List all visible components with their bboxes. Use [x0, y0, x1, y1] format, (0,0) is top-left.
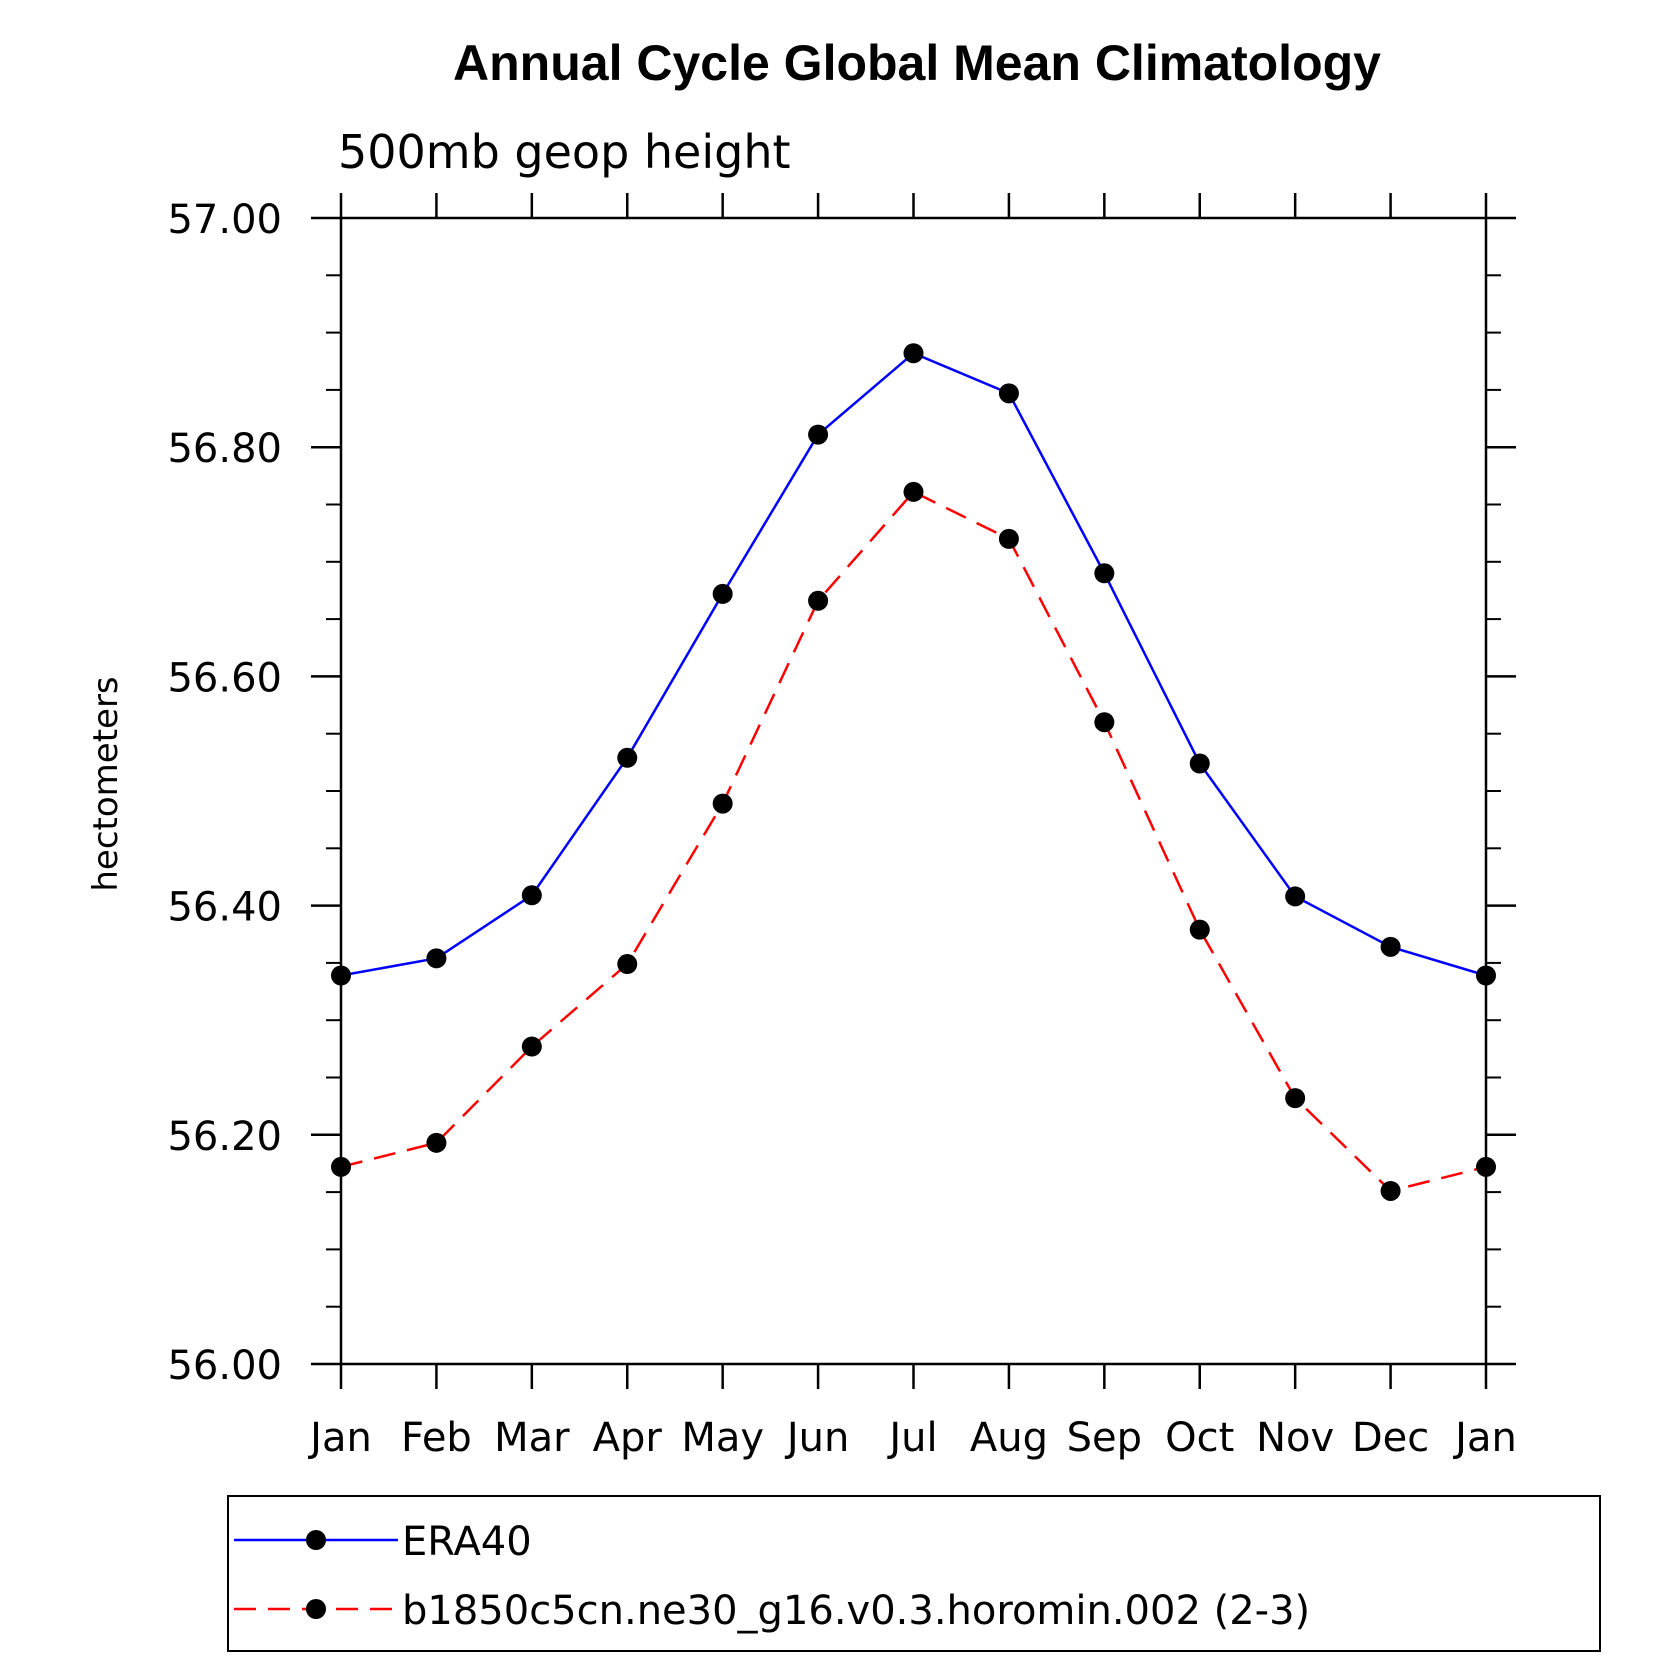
data-point	[521, 885, 542, 906]
series-1	[331, 343, 1496, 986]
data-point	[331, 965, 351, 986]
legend-label: b1850c5cn.ne30_g16.v0.3.horomin.002 (2-3…	[402, 1588, 1310, 1634]
y-tick-label: 56.20	[167, 1114, 282, 1160]
x-tick-label: Sep	[1067, 1415, 1142, 1461]
x-tick-label: Mar	[494, 1415, 570, 1461]
y-tick-label: 57.00	[167, 197, 282, 243]
data-point	[1285, 886, 1306, 907]
plot-frame	[339, 216, 1488, 1366]
data-point	[808, 424, 829, 445]
data-point	[998, 383, 1019, 404]
data-point	[1380, 936, 1401, 957]
x-tick-label: Jun	[784, 1415, 850, 1461]
chart-subtitle: 500mb geop height	[338, 125, 791, 179]
legend-label: ERA40	[402, 1519, 532, 1565]
data-point	[1380, 1180, 1401, 1201]
chart-title: Annual Cycle Global Mean Climatology	[453, 35, 1381, 91]
x-tick-label: Feb	[401, 1415, 472, 1461]
y-tick-label: 56.60	[167, 655, 282, 701]
data-point	[808, 590, 829, 611]
legend-marker	[306, 1530, 326, 1550]
y-axis-label: hectometers	[86, 676, 126, 891]
x-tick-label: Aug	[970, 1415, 1048, 1461]
data-point	[998, 528, 1019, 549]
legend-entry: b1850c5cn.ne30_g16.v0.3.horomin.002 (2-3…	[234, 1588, 1310, 1634]
data-point	[712, 793, 733, 814]
y-tick-label: 56.80	[167, 426, 282, 472]
x-tick-label: Jan	[1452, 1415, 1517, 1461]
data-point	[1094, 712, 1115, 733]
y-tick-label: 56.00	[167, 1343, 282, 1389]
legend-marker	[306, 1599, 326, 1619]
x-tick-label: Oct	[1165, 1415, 1234, 1461]
series-layer	[331, 343, 1496, 1201]
data-point	[426, 948, 447, 969]
x-tick-label: Jan	[307, 1415, 372, 1461]
data-point	[1285, 1088, 1306, 1109]
x-tick-label: May	[681, 1415, 764, 1461]
axes: Jan Feb Mar Apr May Jun Jul Aug Sep Oct Nov Dec Jan 5…	[167, 193, 1517, 1461]
x-tick-label: Nov	[1256, 1415, 1334, 1461]
data-point	[1189, 753, 1210, 774]
data-point	[903, 481, 924, 502]
data-point	[712, 583, 733, 604]
series-line	[340, 490, 1487, 1193]
data-point	[1189, 919, 1210, 940]
series-line	[340, 351, 1487, 977]
data-point	[331, 1156, 351, 1177]
legend: ERA40 b1850c5cn.ne30_g16.v0.3.horomin.002…	[227, 1495, 1601, 1652]
data-point	[617, 747, 638, 768]
y-tick-label: 56.40	[167, 885, 282, 931]
data-point	[617, 954, 638, 975]
series-2	[331, 481, 1496, 1201]
x-tick-label: Jul	[886, 1415, 937, 1461]
x-tick-label: Dec	[1352, 1415, 1429, 1461]
data-point	[1094, 563, 1115, 584]
data-point	[1476, 1156, 1496, 1177]
legend-entry: ERA40	[234, 1519, 532, 1565]
data-point	[426, 1132, 447, 1153]
x-tick-label: Apr	[593, 1415, 663, 1461]
data-point	[521, 1036, 542, 1057]
legend-box	[227, 1495, 1601, 1652]
data-point	[1476, 965, 1496, 986]
data-point	[903, 343, 924, 364]
